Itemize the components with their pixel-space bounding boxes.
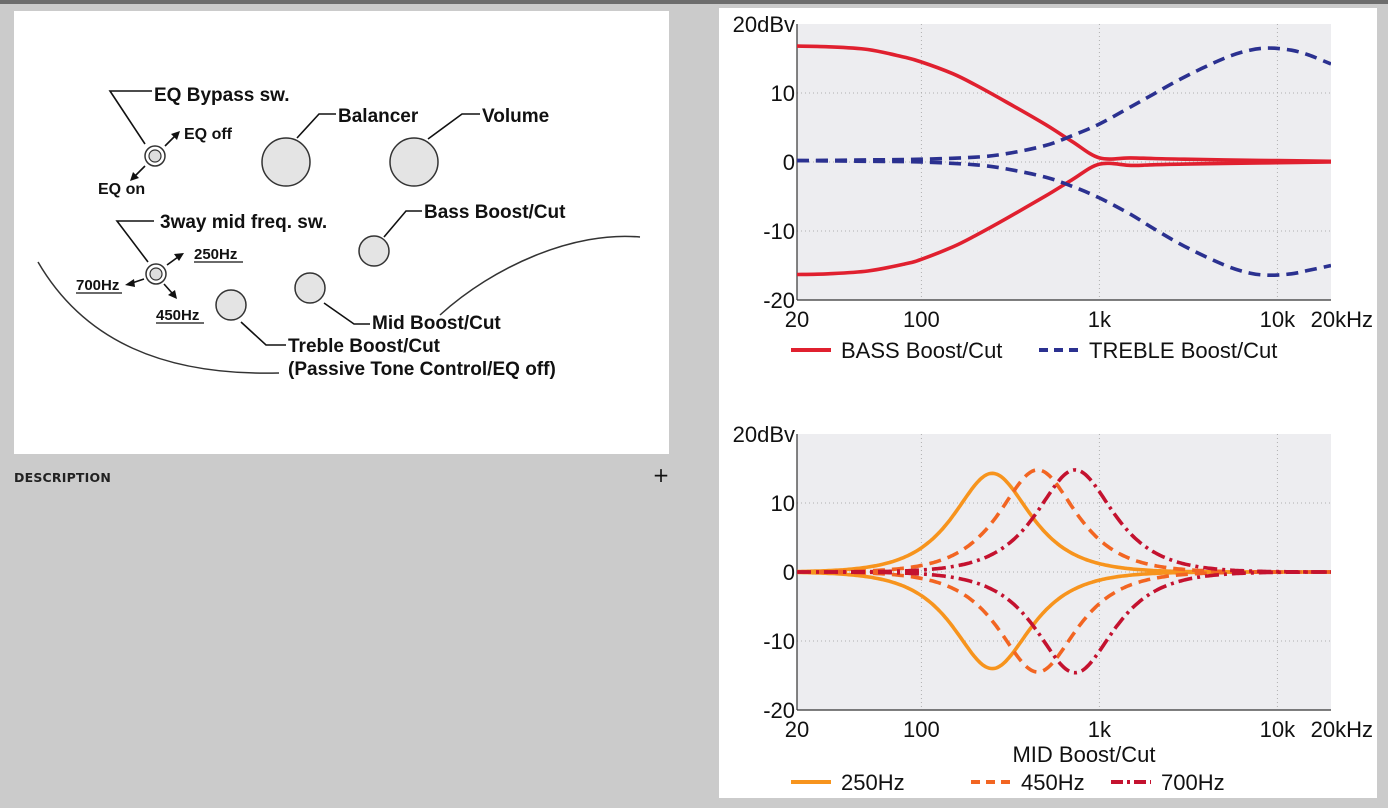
x-tick-label: 20: [785, 307, 809, 332]
y-tick-label: -10: [763, 219, 795, 244]
y-tick-label: -20: [763, 288, 795, 313]
mid-freq-switch-label: 3way mid freq. sw.: [160, 212, 327, 233]
body-outline-lower: [37, 261, 280, 374]
bass-leader: [383, 210, 422, 238]
hz700-label: 700Hz: [76, 277, 119, 294]
series-line: [797, 158, 1331, 278]
y-tick-label: 20dBv: [733, 12, 795, 37]
series-line: [797, 160, 1331, 277]
eq-off-arrowhead: [171, 131, 180, 140]
y-tick-label: -10: [763, 629, 795, 654]
bass-treble-chart: 20dBv 10 0 -10 -20 20 100 1k 10k 20kHz BASS Boost/…: [719, 8, 1377, 388]
mid-freq-switch-knob: [149, 267, 163, 281]
eq-on-arrow: [134, 165, 146, 177]
balancer-knob: [261, 137, 311, 187]
series-line: [797, 44, 1331, 164]
legend-label: 250Hz: [841, 770, 905, 795]
description-label: DESCRIPTION: [14, 470, 111, 485]
volume-leader: [427, 113, 480, 140]
treble-knob: [215, 289, 247, 321]
legend-label: BASS Boost/Cut: [841, 338, 1002, 363]
mid-freq-switch-leader: [115, 220, 154, 263]
series-line: [797, 46, 1331, 163]
y-tick-label: 10: [771, 81, 795, 106]
mid-knob: [294, 272, 326, 304]
eq-on-arrowhead: [130, 172, 139, 181]
bass-label: Bass Boost/Cut: [424, 202, 566, 223]
treble-label: Treble Boost/Cut: [288, 336, 441, 357]
eq-off-arrow: [164, 135, 176, 147]
mid-label: Mid Boost/Cut: [372, 313, 501, 334]
x-tick-label: 10k: [1260, 717, 1296, 742]
x-tick-label: 100: [903, 307, 940, 332]
treble-sub-label: (Passive Tone Control/EQ off): [288, 359, 556, 380]
x-tick-label: 20kHz: [1311, 307, 1373, 332]
volume-label: Volume: [482, 106, 549, 127]
eq-off-label: EQ off: [184, 126, 233, 143]
treble-leader: [240, 321, 286, 346]
x-tick-label: 1k: [1088, 307, 1112, 332]
mid-leader: [323, 302, 370, 325]
hz250-arrow: [166, 256, 179, 266]
legend-label: 450Hz: [1021, 770, 1085, 795]
hz250-arrowhead: [174, 253, 184, 261]
balancer-leader: [296, 113, 336, 139]
legend-label: 700Hz: [1161, 770, 1225, 795]
eq-charts-panel: 20dBv 10 0 -10 -20 20 100 1k 10k 20kHz BASS Boost/…: [719, 8, 1377, 798]
eq-bypass-label: EQ Bypass sw.: [154, 85, 290, 106]
x-tick-label: 20: [785, 717, 809, 742]
description-row[interactable]: DESCRIPTION +: [14, 462, 672, 492]
bass-knob: [358, 235, 390, 267]
y-tick-label: 20dBv: [733, 422, 795, 447]
x-tick-label: 100: [903, 717, 940, 742]
controls-diagram-svg: EQ Bypass sw. EQ off EQ on Balancer Volu…: [37, 85, 641, 380]
balancer-label: Balancer: [338, 106, 419, 127]
hz700-arrowhead: [125, 279, 135, 287]
top-bar: [0, 0, 1388, 4]
hz450-arrowhead: [168, 290, 177, 299]
y-tick-label: 10: [771, 491, 795, 516]
series-line: [797, 570, 1331, 675]
y-tick-label: 0: [783, 150, 795, 175]
volume-knob: [389, 137, 439, 187]
body-outline-upper: [439, 235, 641, 316]
mid-chart: 20dBv 10 0 -10 -20 20 100 1k 10k 20kHz MID Boost/C…: [719, 418, 1377, 798]
hz450-arrow: [163, 283, 173, 294]
y-tick-label: -20: [763, 698, 795, 723]
x-tick-label: 20kHz: [1311, 717, 1373, 742]
expand-plus-icon[interactable]: +: [652, 463, 670, 487]
x-axis-title: MID Boost/Cut: [1012, 742, 1155, 767]
controls-diagram: EQ Bypass sw. EQ off EQ on Balancer Volu…: [14, 11, 669, 454]
hz250-label: 250Hz: [194, 246, 237, 263]
x-tick-label: 10k: [1260, 307, 1296, 332]
y-tick-label: 0: [783, 560, 795, 585]
eq-bypass-leader: [108, 90, 152, 145]
x-tick-label: 1k: [1088, 717, 1112, 742]
eq-on-label: EQ on: [98, 181, 145, 198]
legend-label: TREBLE Boost/Cut: [1089, 338, 1277, 363]
eq-bypass-switch-knob: [148, 149, 162, 163]
hz450-label: 450Hz: [156, 307, 199, 324]
